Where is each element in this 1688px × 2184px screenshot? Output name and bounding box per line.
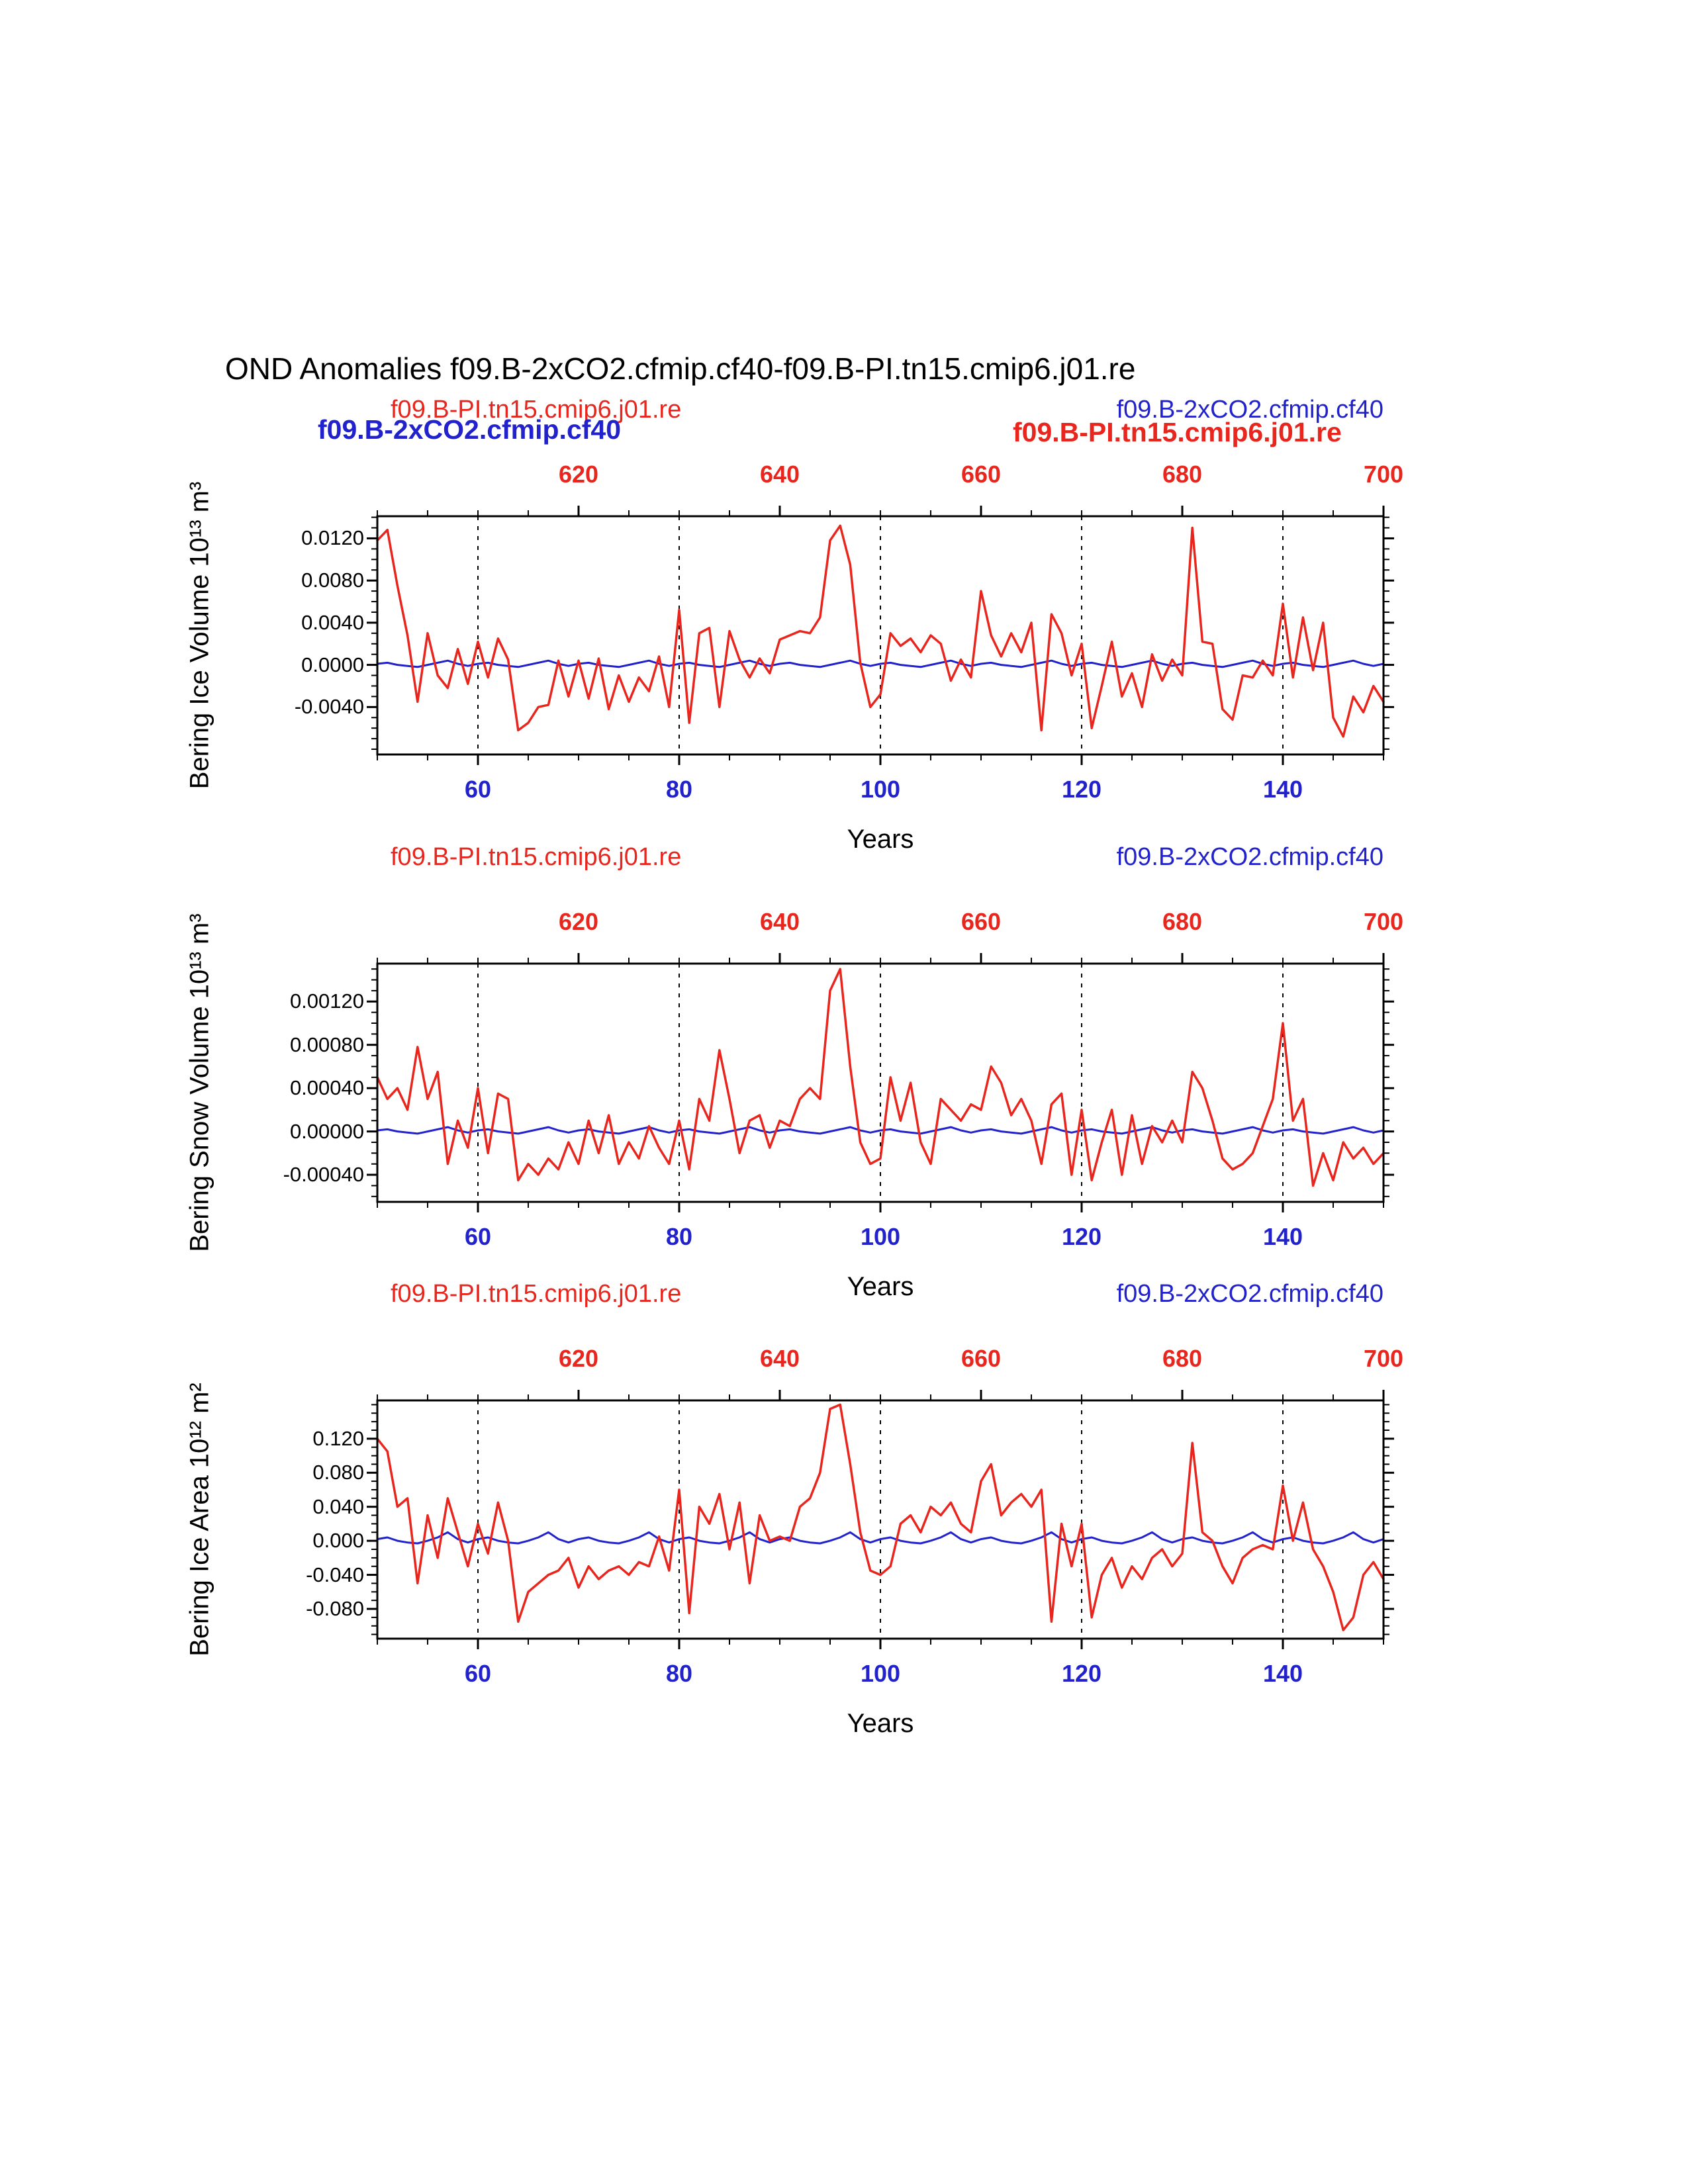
panel1-x-axis-label: Years bbox=[847, 825, 914, 854]
x-bottom-tick-label: 100 bbox=[860, 1223, 901, 1250]
x-bottom-tick-label: 100 bbox=[860, 1660, 901, 1687]
x-top-tick-label: 620 bbox=[558, 908, 599, 935]
panel1-legend-blue: f09.B-2xCO2.cfmip.cf40 bbox=[1116, 396, 1383, 424]
panel2-legend-blue: f09.B-2xCO2.cfmip.cf40 bbox=[1116, 843, 1383, 871]
x-bottom-tick-label: 80 bbox=[665, 1660, 693, 1687]
y-tick-label: 0.000 bbox=[312, 1529, 364, 1553]
y-tick-label: 0.00080 bbox=[289, 1032, 364, 1056]
panel3-x-axis-label: Years bbox=[847, 1709, 914, 1738]
panel3-legend-blue: f09.B-2xCO2.cfmip.cf40 bbox=[1116, 1280, 1383, 1308]
x-top-tick-label: 640 bbox=[759, 908, 800, 935]
panel2-legend-red: f09.B-PI.tn15.cmip6.j01.re bbox=[391, 843, 682, 871]
x-bottom-tick-label: 140 bbox=[1262, 1223, 1303, 1250]
x-bottom-tick-label: 120 bbox=[1061, 1223, 1102, 1250]
snow-volume-plot bbox=[367, 953, 1394, 1212]
x-top-tick-label: 680 bbox=[1162, 908, 1203, 935]
x-bottom-tick-label: 60 bbox=[464, 1223, 492, 1250]
x-top-tick-label: 640 bbox=[759, 461, 800, 488]
x-bottom-tick-label: 100 bbox=[860, 776, 901, 803]
panel2-x-axis-label: Years bbox=[847, 1272, 914, 1301]
y-tick-label: 0.0000 bbox=[301, 653, 364, 676]
x-bottom-tick-label: 80 bbox=[665, 1223, 693, 1250]
x-bottom-tick-label: 140 bbox=[1262, 1660, 1303, 1687]
y-tick-label: 0.0080 bbox=[301, 569, 364, 592]
y-tick-label: 0.0040 bbox=[301, 610, 364, 634]
x-top-tick-label: 680 bbox=[1162, 1345, 1203, 1372]
panel3-legend-red: f09.B-PI.tn15.cmip6.j01.re bbox=[391, 1280, 682, 1308]
x-bottom-tick-label: 80 bbox=[665, 776, 693, 803]
y-tick-label: 0.00120 bbox=[289, 989, 364, 1013]
x-top-tick-label: 620 bbox=[558, 1345, 599, 1372]
x-bottom-tick-label: 120 bbox=[1061, 776, 1102, 803]
x-top-tick-label: 660 bbox=[961, 461, 1002, 488]
x-bottom-tick-label: 140 bbox=[1262, 776, 1303, 803]
x-top-tick-label: 680 bbox=[1162, 461, 1203, 488]
x-top-tick-label: 620 bbox=[558, 461, 599, 488]
x-top-tick-label: 700 bbox=[1363, 908, 1404, 935]
y-tick-label: 0.0120 bbox=[301, 526, 364, 550]
x-top-tick-label: 640 bbox=[759, 1345, 800, 1372]
y-tick-label: 0.080 bbox=[312, 1461, 364, 1484]
y-tick-label: -0.00040 bbox=[283, 1163, 364, 1187]
x-bottom-tick-label: 120 bbox=[1061, 1660, 1102, 1687]
x-top-tick-label: 700 bbox=[1363, 1345, 1404, 1372]
x-top-tick-label: 660 bbox=[961, 908, 1002, 935]
y-tick-label: -0.040 bbox=[306, 1563, 364, 1586]
y-tick-label: 0.040 bbox=[312, 1494, 364, 1518]
panel1-bold-overlay-red: f09.B-PI.tn15.cmip6.j01.re bbox=[1013, 417, 1342, 447]
panel1-y-axis-label: Bering Ice Volume 10¹³ m³ bbox=[185, 481, 214, 790]
page-title: OND Anomalies f09.B-2xCO2.cfmip.cf40-f09… bbox=[225, 351, 1136, 386]
panel1-bold-overlay-blue: f09.B-2xCO2.cfmip.cf40 bbox=[318, 414, 622, 445]
panel2-y-axis-label: Bering Snow Volume 10¹³ m³ bbox=[185, 913, 214, 1252]
x-top-tick-label: 700 bbox=[1363, 461, 1404, 488]
x-top-tick-label: 660 bbox=[961, 1345, 1002, 1372]
ice-area-plot bbox=[367, 1390, 1394, 1649]
panel3-y-axis-label: Bering Ice Area 10¹² m² bbox=[185, 1383, 214, 1657]
x-bottom-tick-label: 60 bbox=[464, 776, 492, 803]
y-tick-label: 0.120 bbox=[312, 1426, 364, 1450]
y-tick-label: 0.00040 bbox=[289, 1076, 364, 1100]
ice-volume-plot bbox=[367, 506, 1394, 765]
panel1-legend-red: f09.B-PI.tn15.cmip6.j01.re bbox=[391, 396, 682, 424]
x-bottom-tick-label: 60 bbox=[464, 1660, 492, 1687]
y-tick-label: -0.080 bbox=[306, 1597, 364, 1620]
y-tick-label: -0.0040 bbox=[294, 695, 364, 719]
y-tick-label: 0.00000 bbox=[289, 1119, 364, 1143]
